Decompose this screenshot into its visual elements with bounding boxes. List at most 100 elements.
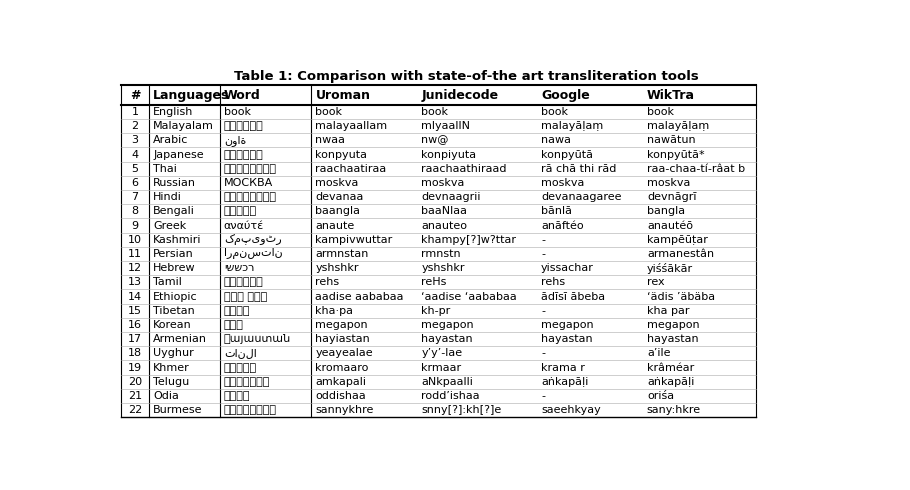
Text: 19: 19 xyxy=(127,363,142,372)
Text: nwaa: nwaa xyxy=(316,135,346,146)
Text: Russian: Russian xyxy=(153,178,197,188)
Text: 10: 10 xyxy=(128,235,142,245)
Text: Kashmiri: Kashmiri xyxy=(153,235,202,245)
Text: ក្រុង: ក្រុង xyxy=(224,363,257,372)
Text: krâméar: krâméar xyxy=(647,363,694,372)
Text: raachaatiraa: raachaatiraa xyxy=(316,164,387,174)
Text: 메가폰: 메가폰 xyxy=(224,320,244,330)
Text: 1: 1 xyxy=(131,107,138,117)
Text: devanaagaree: devanaagaree xyxy=(541,192,622,202)
Text: bangla: bangla xyxy=(647,206,685,216)
Text: -: - xyxy=(541,348,545,358)
Text: kha par: kha par xyxy=(647,306,690,316)
Text: ارمنستان: ارمنستان xyxy=(224,248,282,259)
Text: МОСКВА: МОСКВА xyxy=(224,178,273,188)
Text: 14: 14 xyxy=(127,292,142,301)
Text: oddishaa: oddishaa xyxy=(316,391,366,401)
Text: megapon: megapon xyxy=(541,320,593,330)
Text: moskva: moskva xyxy=(421,178,465,188)
Text: hayiastan: hayiastan xyxy=(316,334,370,344)
Text: کمپیوٹر: کمپیوٹر xyxy=(224,234,281,245)
Text: Google: Google xyxy=(541,89,590,101)
Text: Khmer: Khmer xyxy=(153,363,190,372)
Text: ‘ädis ’äbäba: ‘ädis ’äbäba xyxy=(647,292,715,301)
Text: -: - xyxy=(541,249,545,259)
Text: αναύτέ: αναύτέ xyxy=(224,220,264,230)
Text: sannykhre: sannykhre xyxy=(316,405,374,415)
Text: anāftéo: anāftéo xyxy=(541,220,583,230)
Text: Hindi: Hindi xyxy=(153,192,182,202)
Text: nawa: nawa xyxy=(541,135,571,146)
Text: ཁ་པ་: ཁ་པ་ xyxy=(224,306,250,316)
Text: Japanese: Japanese xyxy=(153,149,204,160)
Text: 13: 13 xyxy=(128,277,142,287)
Text: devanaa: devanaa xyxy=(316,192,364,202)
Text: Junidecode: Junidecode xyxy=(421,89,499,101)
Text: বাংলা: বাংলা xyxy=(224,206,257,216)
Text: Uyghur: Uyghur xyxy=(153,348,194,358)
Text: konpyūtā: konpyūtā xyxy=(541,149,593,160)
Text: aṅkapāḷi: aṅkapāḷi xyxy=(647,377,694,387)
Text: יששכר: יששכר xyxy=(224,263,254,273)
Text: 18: 18 xyxy=(127,348,142,358)
Text: 15: 15 xyxy=(128,306,142,316)
Text: ราชาธิรา: ราชาธิรา xyxy=(224,164,277,174)
Text: aṅkapāḷi: aṅkapāḷi xyxy=(541,377,589,387)
Text: ကြင်းမြိ: ကြင်းမြိ xyxy=(224,405,277,415)
Text: አዲስ አበባ: አዲስ አበባ xyxy=(224,292,267,301)
Text: 20: 20 xyxy=(127,377,142,387)
Text: anaute: anaute xyxy=(316,220,355,230)
Text: rehs: rehs xyxy=(316,277,339,287)
Text: 17: 17 xyxy=(127,334,142,344)
Text: nw@: nw@ xyxy=(421,135,449,146)
Text: Bengali: Bengali xyxy=(153,206,195,216)
Text: nawātun: nawātun xyxy=(647,135,695,146)
Text: Word: Word xyxy=(224,89,260,101)
Text: Armenian: Armenian xyxy=(153,334,207,344)
Text: Table 1: Comparison with state-of-the art transliteration tools: Table 1: Comparison with state-of-the ar… xyxy=(234,70,699,83)
Text: armnstan: armnstan xyxy=(316,249,369,259)
Text: Thai: Thai xyxy=(153,164,177,174)
Text: yshshkr: yshshkr xyxy=(421,263,465,273)
Text: コンピュータ: コンピュータ xyxy=(224,149,264,160)
Text: yissachar: yissachar xyxy=(541,263,594,273)
Text: Uroman: Uroman xyxy=(316,89,370,101)
Text: mlyaallN: mlyaallN xyxy=(421,121,470,131)
Text: Malayalam: Malayalam xyxy=(153,121,214,131)
Text: -: - xyxy=(541,306,545,316)
Text: Korean: Korean xyxy=(153,320,192,330)
Text: book: book xyxy=(224,107,251,117)
Text: devnaagrii: devnaagrii xyxy=(421,192,480,202)
Text: देवनागरी: देवनागरी xyxy=(224,192,277,202)
Text: armanestân: armanestân xyxy=(647,249,714,259)
Text: 7: 7 xyxy=(131,192,138,202)
Text: Telugu: Telugu xyxy=(153,377,189,387)
Text: bānlā: bānlā xyxy=(541,206,572,216)
Text: baangla: baangla xyxy=(316,206,360,216)
Text: hayastan: hayastan xyxy=(647,334,699,344)
Text: English: English xyxy=(153,107,194,117)
Text: yiśśākār: yiśśākār xyxy=(647,263,693,273)
Text: rodd’ishaa: rodd’ishaa xyxy=(421,391,480,401)
Text: 3: 3 xyxy=(131,135,138,146)
Text: hayastan: hayastan xyxy=(421,334,473,344)
Text: rehs: rehs xyxy=(541,277,565,287)
Text: Odia: Odia xyxy=(153,391,179,401)
Text: Greek: Greek xyxy=(153,220,187,230)
Text: raachaathiraad: raachaathiraad xyxy=(421,164,507,174)
Text: megapon: megapon xyxy=(647,320,700,330)
Text: 8: 8 xyxy=(131,206,138,216)
Text: 12: 12 xyxy=(127,263,142,273)
Text: 4: 4 xyxy=(131,149,138,160)
Text: ‘aadise ‘aababaa: ‘aadise ‘aababaa xyxy=(421,292,517,301)
Text: yeayealae: yeayealae xyxy=(316,348,373,358)
Text: 11: 11 xyxy=(128,249,142,259)
Text: krmaar: krmaar xyxy=(421,363,461,372)
Text: 6: 6 xyxy=(131,178,138,188)
Text: hayastan: hayastan xyxy=(541,334,592,344)
Text: book: book xyxy=(647,107,674,117)
Text: rā chā thi rād: rā chā thi rād xyxy=(541,164,616,174)
Text: kromaaro: kromaaro xyxy=(316,363,369,372)
Text: snny[?]:kh[?]e: snny[?]:kh[?]e xyxy=(421,405,501,415)
Text: malayaallam: malayaallam xyxy=(316,121,388,131)
